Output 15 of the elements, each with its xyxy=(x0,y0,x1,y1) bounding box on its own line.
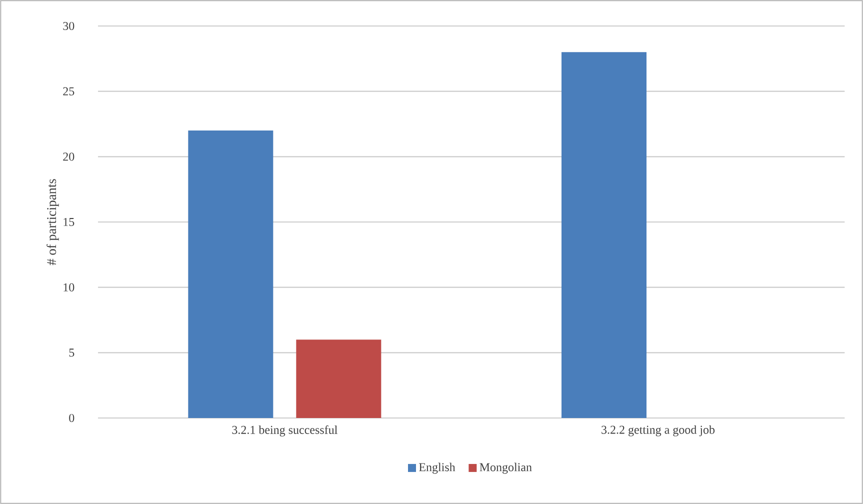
bar xyxy=(562,52,647,418)
y-axis-title: # of participants xyxy=(46,179,59,266)
y-tick-label: 0 xyxy=(69,414,74,422)
x-tick-label: 3.2.1 being successful xyxy=(232,425,338,436)
bar xyxy=(188,130,274,418)
y-tick-label: 20 xyxy=(63,152,74,161)
legend-label: English xyxy=(419,462,456,474)
y-tick-label: 25 xyxy=(63,87,74,96)
y-tick-label: 5 xyxy=(69,348,74,357)
y-tick-label: 30 xyxy=(63,22,74,30)
x-tick-label: 3.2.2 getting a good job xyxy=(602,425,715,436)
legend-label: Mongolian xyxy=(480,462,532,474)
y-tick-label: 15 xyxy=(64,218,74,226)
y-tick-label: 10 xyxy=(64,283,74,292)
bar xyxy=(296,340,382,418)
